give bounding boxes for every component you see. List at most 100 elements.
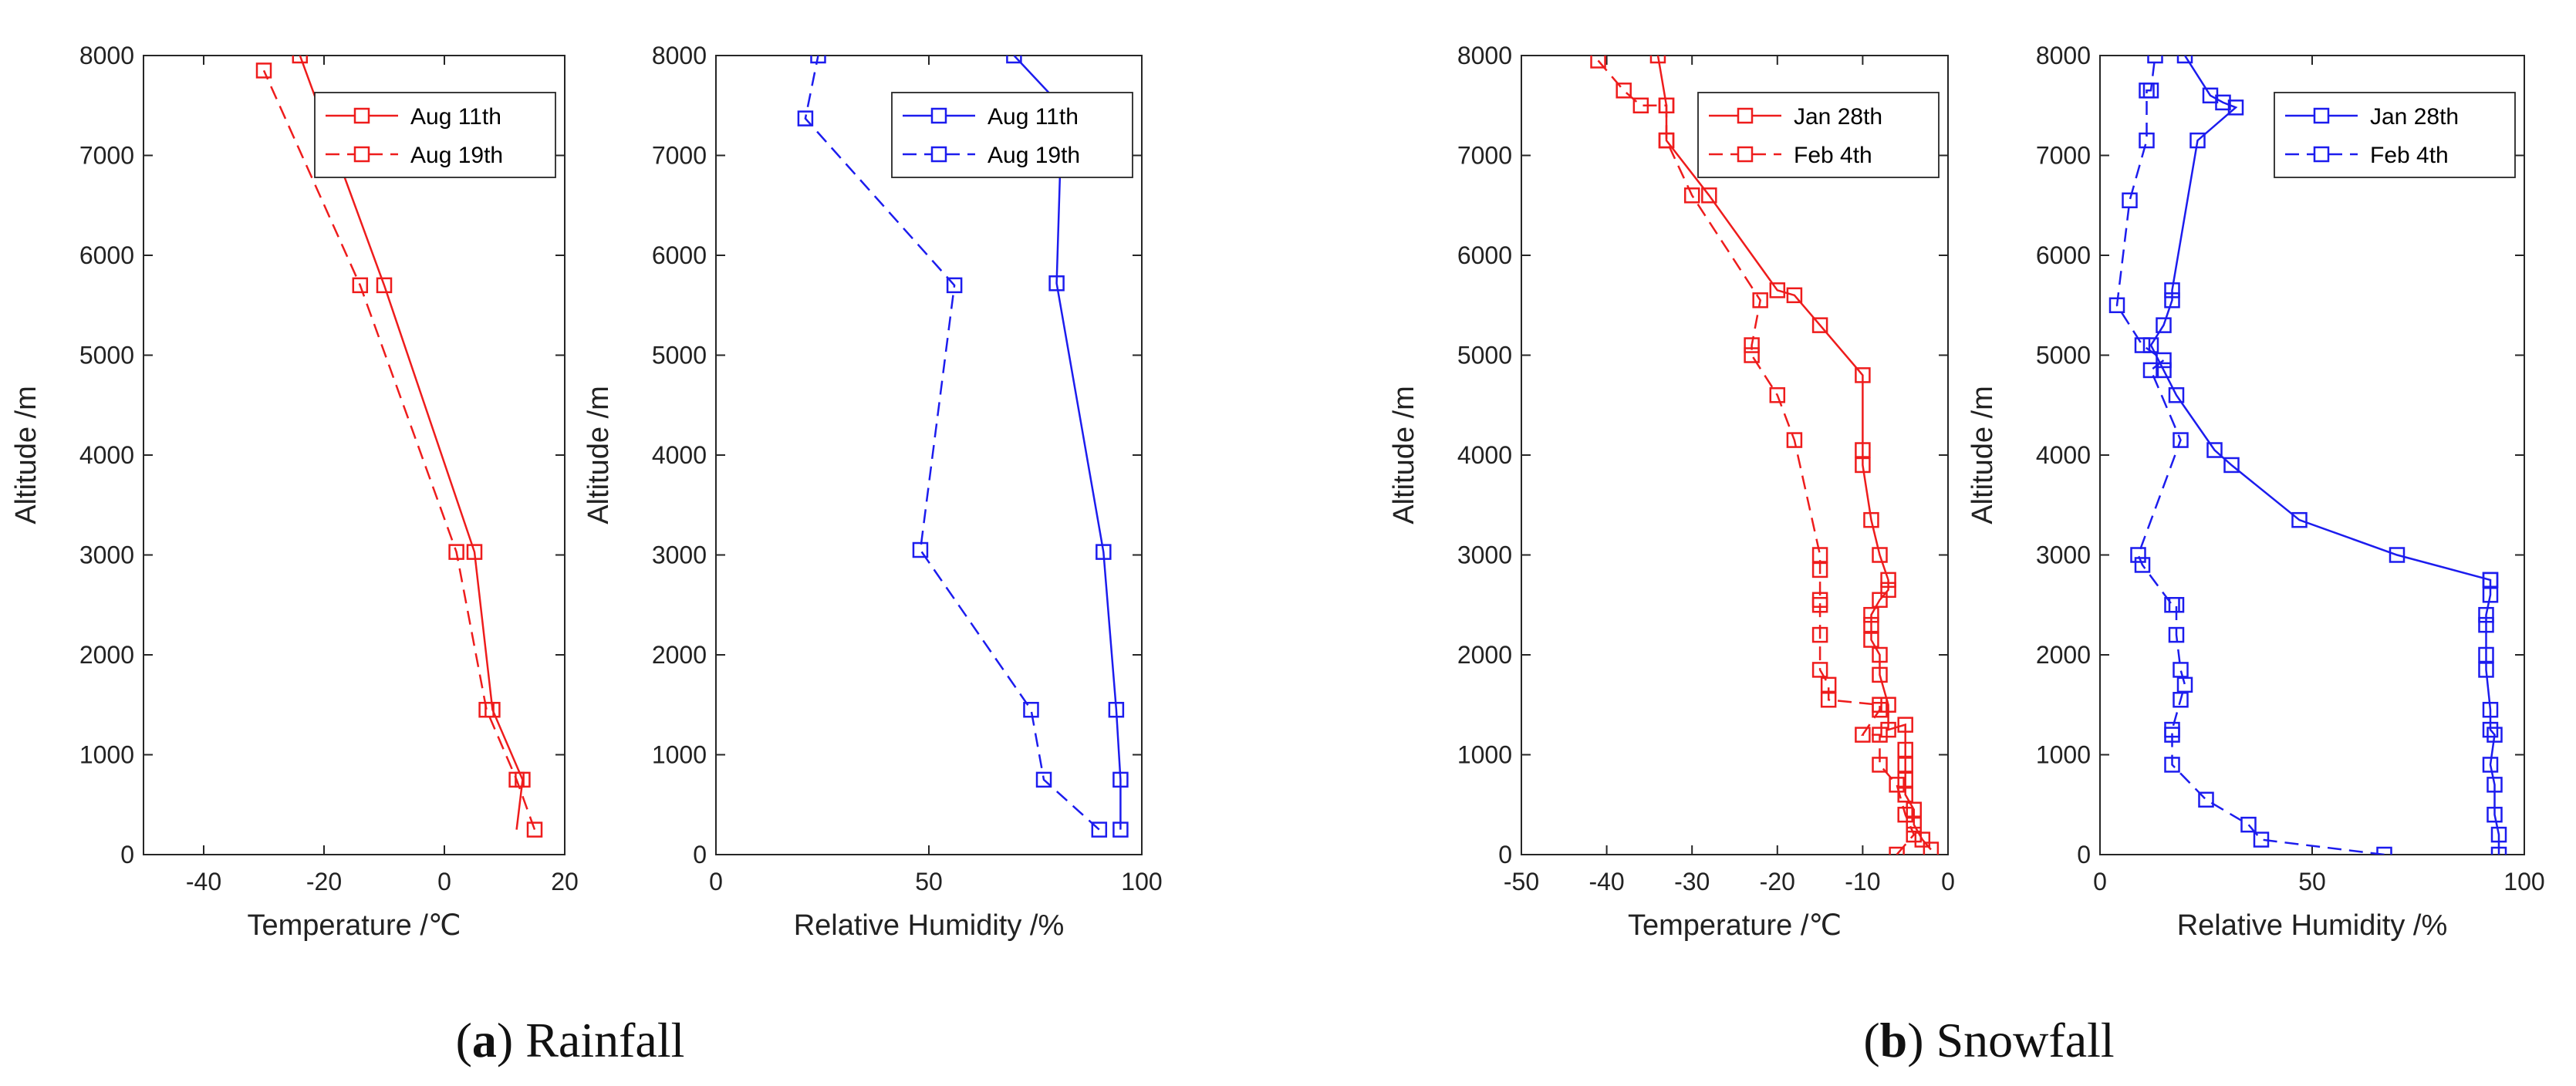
data-point bbox=[1914, 831, 1931, 848]
legend-marker-2 bbox=[930, 146, 947, 163]
data-point bbox=[797, 110, 814, 126]
data-point bbox=[2164, 757, 2180, 773]
y-tick-label: 5000 bbox=[652, 342, 707, 369]
y-tick-label: 8000 bbox=[79, 42, 134, 69]
data-point bbox=[2134, 337, 2151, 353]
legend-label-2: Aug 19th bbox=[988, 143, 1080, 168]
y-axis-label: Altitude /m bbox=[582, 386, 615, 524]
legend-box bbox=[1697, 92, 1940, 178]
data-point bbox=[1108, 701, 1125, 718]
x-axis-label: Temperature /℃ bbox=[1628, 909, 1842, 942]
data-point bbox=[2227, 99, 2244, 116]
x-tick-label: 50 bbox=[915, 868, 943, 895]
y-tick-label: 5000 bbox=[1457, 342, 1512, 369]
data-point bbox=[2164, 282, 2180, 298]
caption-snowfall-label: b bbox=[1880, 1013, 1908, 1067]
y-tick-label: 5000 bbox=[2036, 342, 2091, 369]
data-point bbox=[2478, 646, 2494, 663]
series-line-2 bbox=[804, 56, 1100, 831]
y-tick-label: 6000 bbox=[2036, 241, 2091, 269]
data-point bbox=[448, 544, 464, 560]
data-point bbox=[2176, 676, 2193, 693]
plot-area bbox=[715, 55, 1143, 855]
caption-snowfall-open: ( bbox=[1863, 1013, 1879, 1067]
x-axis-label: Relative Humidity /% bbox=[2177, 909, 2448, 942]
data-point bbox=[1701, 187, 1717, 204]
y-tick-label: 2000 bbox=[2036, 641, 2091, 669]
caption-snowfall: (b) Snowfall bbox=[1863, 1013, 2114, 1067]
data-point bbox=[1880, 696, 1896, 713]
x-tick-label: 20 bbox=[551, 868, 579, 895]
x-tick-label: 0 bbox=[709, 868, 723, 895]
data-point bbox=[2173, 432, 2189, 448]
data-point bbox=[1752, 292, 1768, 309]
data-point bbox=[1023, 701, 1039, 718]
x-tick-label: -10 bbox=[1845, 868, 1880, 895]
data-point bbox=[2108, 297, 2125, 313]
y-tick-label: 7000 bbox=[2036, 142, 2091, 170]
y-tick-label: 0 bbox=[2077, 841, 2091, 868]
data-point bbox=[2253, 831, 2270, 848]
legend-label-2: Feb 4th bbox=[1794, 143, 1872, 168]
data-point bbox=[810, 56, 826, 64]
series-line-1 bbox=[1656, 56, 1932, 851]
data-point bbox=[1897, 771, 1913, 788]
data-point bbox=[1863, 606, 1879, 623]
y-axis-label: Altitude /m bbox=[1388, 386, 1420, 524]
plot-area bbox=[143, 55, 566, 855]
y-tick-label: 1000 bbox=[79, 741, 134, 769]
x-axis-label: Relative Humidity /% bbox=[794, 909, 1065, 942]
data-point bbox=[1855, 727, 1871, 743]
data-point bbox=[2487, 806, 2503, 823]
caption-rainfall-close: ) bbox=[497, 1013, 513, 1067]
data-point bbox=[2376, 846, 2392, 855]
data-point bbox=[1863, 511, 1879, 528]
data-point bbox=[1091, 821, 1108, 838]
legend-marker-1 bbox=[930, 107, 947, 124]
data-point bbox=[1811, 317, 1828, 333]
legend-label-2: Feb 4th bbox=[2370, 143, 2449, 168]
plot-area bbox=[1521, 55, 1949, 855]
data-point bbox=[2142, 83, 2159, 99]
data-point bbox=[1872, 646, 1888, 663]
data-point bbox=[1786, 432, 1803, 448]
legend-label-1: Aug 11th bbox=[988, 104, 1079, 130]
series-line-2 bbox=[262, 69, 536, 831]
data-point bbox=[2134, 557, 2151, 573]
data-point bbox=[1590, 56, 1606, 69]
legend-marker-2 bbox=[353, 146, 370, 163]
series-line-1 bbox=[2149, 56, 2500, 855]
data-point bbox=[2478, 662, 2494, 678]
data-point bbox=[1811, 592, 1828, 609]
x-tick-label: 100 bbox=[1121, 868, 1162, 895]
legend-marker-1 bbox=[353, 107, 370, 124]
data-point bbox=[2176, 56, 2193, 64]
data-point bbox=[1872, 696, 1888, 713]
caption-snowfall-text: Snowfall bbox=[1924, 1013, 2115, 1067]
data-point bbox=[1880, 572, 1896, 589]
data-point bbox=[2130, 547, 2146, 563]
data-point bbox=[2202, 87, 2219, 104]
legend-marker-2 bbox=[1737, 146, 1754, 163]
y-tick-label: 4000 bbox=[79, 441, 134, 469]
caption-rainfall-open: ( bbox=[456, 1013, 472, 1067]
y-tick-label: 0 bbox=[693, 841, 707, 868]
x-tick-label: -20 bbox=[306, 868, 342, 895]
y-tick-label: 4000 bbox=[1457, 441, 1512, 469]
data-point bbox=[1897, 757, 1913, 773]
data-point bbox=[2164, 292, 2180, 309]
data-point bbox=[1632, 97, 1649, 113]
x-tick-label: 50 bbox=[2298, 868, 2326, 895]
data-point bbox=[2482, 572, 2499, 589]
data-point bbox=[1658, 132, 1675, 149]
data-point bbox=[1872, 727, 1888, 743]
series-layer bbox=[255, 56, 543, 838]
data-point bbox=[1820, 676, 1837, 693]
data-point bbox=[2173, 662, 2189, 678]
x-tick-label: -50 bbox=[1504, 868, 1539, 895]
y-tick-label: 7000 bbox=[79, 142, 134, 170]
data-point bbox=[2206, 442, 2223, 458]
data-point bbox=[2487, 727, 2503, 743]
y-axis-label: Altitude /m bbox=[1967, 386, 1999, 524]
data-point bbox=[1889, 846, 1905, 855]
